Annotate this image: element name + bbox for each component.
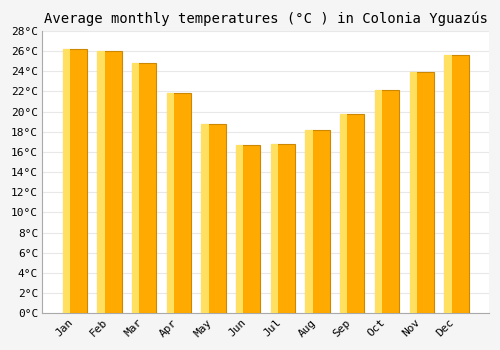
Bar — [340, 114, 347, 313]
Bar — [98, 51, 104, 313]
Bar — [410, 72, 434, 313]
Bar — [271, 144, 278, 313]
Bar — [306, 130, 313, 313]
Bar — [62, 49, 70, 313]
Bar — [375, 90, 399, 313]
Bar — [444, 55, 452, 313]
Bar — [166, 93, 174, 313]
Bar — [62, 49, 87, 313]
Bar — [375, 90, 382, 313]
Bar — [202, 124, 208, 313]
Bar — [132, 63, 156, 313]
Bar — [236, 145, 244, 313]
Bar — [98, 51, 122, 313]
Bar — [410, 72, 417, 313]
Title: Average monthly temperatures (°C ) in Colonia Yguazús: Average monthly temperatures (°C ) in Co… — [44, 11, 488, 26]
Bar — [132, 63, 140, 313]
Bar — [271, 144, 295, 313]
Bar — [202, 124, 226, 313]
Bar — [236, 145, 260, 313]
Bar — [340, 114, 364, 313]
Bar — [306, 130, 330, 313]
Bar — [444, 55, 468, 313]
Bar — [166, 93, 191, 313]
